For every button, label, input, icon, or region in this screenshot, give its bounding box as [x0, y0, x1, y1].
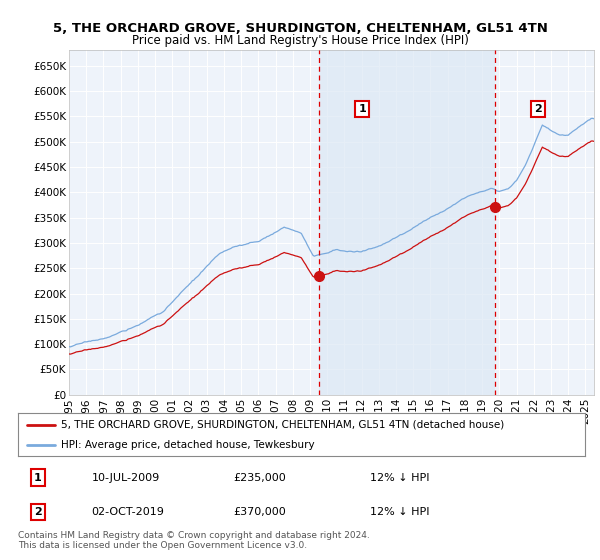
Text: 12% ↓ HPI: 12% ↓ HPI — [370, 473, 429, 483]
Text: 2: 2 — [534, 104, 542, 114]
Text: £370,000: £370,000 — [233, 507, 286, 517]
Text: £235,000: £235,000 — [233, 473, 286, 483]
Text: 5, THE ORCHARD GROVE, SHURDINGTON, CHELTENHAM, GL51 4TN (detached house): 5, THE ORCHARD GROVE, SHURDINGTON, CHELT… — [61, 420, 504, 430]
Text: 1: 1 — [34, 473, 42, 483]
Text: 02-OCT-2019: 02-OCT-2019 — [92, 507, 164, 517]
Text: 1: 1 — [358, 104, 366, 114]
Text: Price paid vs. HM Land Registry's House Price Index (HPI): Price paid vs. HM Land Registry's House … — [131, 34, 469, 46]
Text: Contains HM Land Registry data © Crown copyright and database right 2024.
This d: Contains HM Land Registry data © Crown c… — [18, 531, 370, 550]
Text: 5, THE ORCHARD GROVE, SHURDINGTON, CHELTENHAM, GL51 4TN: 5, THE ORCHARD GROVE, SHURDINGTON, CHELT… — [53, 22, 547, 35]
Text: HPI: Average price, detached house, Tewkesbury: HPI: Average price, detached house, Tewk… — [61, 441, 314, 450]
Text: 12% ↓ HPI: 12% ↓ HPI — [370, 507, 429, 517]
Text: 2: 2 — [34, 507, 42, 517]
Text: 10-JUL-2009: 10-JUL-2009 — [92, 473, 160, 483]
Bar — [319, 50, 495, 395]
